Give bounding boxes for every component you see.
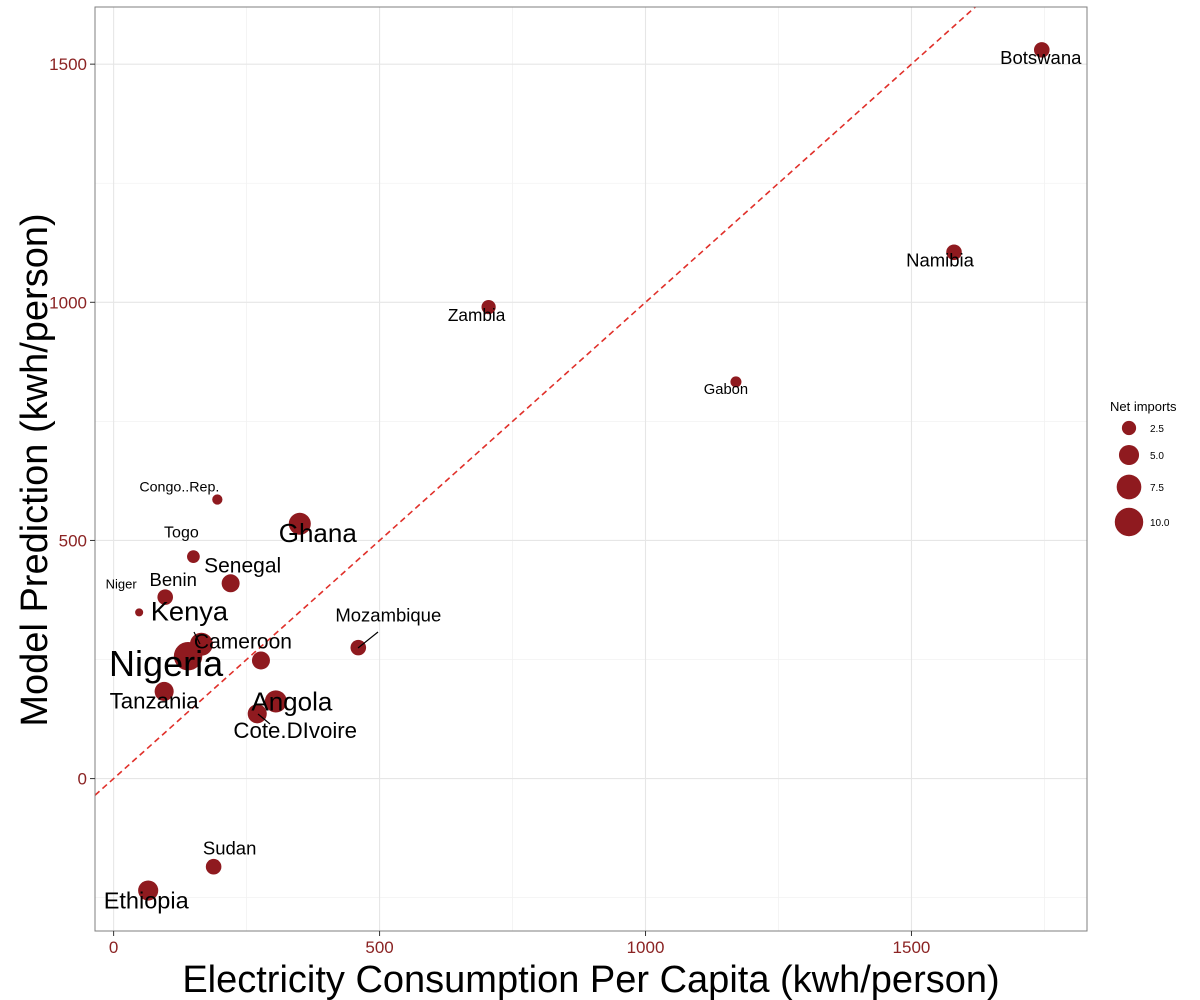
data-point [251, 651, 270, 670]
data-point [212, 494, 223, 505]
legend-key-label: 7.5 [1150, 483, 1164, 494]
data-point [247, 704, 267, 724]
point-label: Kenya [151, 595, 229, 626]
legend-items: 2.5 5.0 7.5 10.0 [1114, 420, 1170, 537]
y-tick-label: 0 [78, 770, 87, 789]
label-leader-line [257, 713, 271, 725]
data-point [264, 690, 287, 713]
point-label: Senegal [204, 554, 281, 577]
legend-title: Net imports [1110, 399, 1177, 414]
point-label: Namibia [906, 249, 975, 270]
label-leader-line [357, 631, 379, 649]
point-label: Benin [150, 569, 197, 590]
legend-key-label: 10.0 [1150, 518, 1170, 529]
point-label: Ethiopia [104, 888, 190, 914]
plot-panel-border [94, 6, 1088, 932]
data-point [288, 512, 311, 535]
size-legend: Net imports 2.5 5.0 7.5 10.0 [1110, 399, 1177, 537]
data-point [173, 641, 203, 671]
point-label: Angola [251, 686, 332, 716]
data-point [221, 574, 240, 593]
point-label: Mozambique [335, 605, 441, 626]
identity-reference-line [94, 6, 976, 796]
legend-key-circle [1121, 420, 1137, 436]
data-point [157, 589, 174, 605]
x-tick-label: 1500 [893, 938, 931, 957]
data-point [154, 681, 174, 701]
data-point [946, 244, 962, 261]
legend-key-circle [1116, 474, 1142, 500]
y-tick-label: 500 [59, 531, 87, 550]
axes-layer: 0 500 1000 1500 0 500 1000 1500 [49, 55, 930, 957]
point-label: Cameroon [194, 630, 292, 653]
point-labels-layer: Botswana Namibia Zambia Gabon Congo..Rep. Gha… [104, 47, 1082, 914]
point-label: Botswana [1000, 47, 1082, 68]
legend-key-circle [1118, 444, 1140, 466]
point-label: Nigeria [109, 643, 224, 684]
x-tick-label: 500 [365, 938, 393, 957]
label-leader-line [193, 631, 201, 645]
data-point [730, 376, 742, 388]
data-point [187, 550, 200, 564]
data-point [1033, 42, 1050, 58]
point-label: Niger [106, 576, 138, 591]
data-point [138, 880, 159, 901]
legend-key-label: 2.5 [1150, 424, 1164, 435]
y-tick-label: 1000 [49, 293, 87, 312]
data-point [481, 299, 496, 315]
point-label: Zambia [448, 305, 506, 325]
grid [95, 7, 1087, 931]
data-point [205, 858, 222, 875]
y-tick-label: 1500 [49, 55, 87, 74]
reference-line-layer [94, 6, 976, 796]
point-label: Ghana [279, 518, 358, 548]
point-label: Tanzania [110, 688, 200, 713]
point-label: Togo [164, 525, 199, 542]
points-layer [135, 42, 1050, 901]
point-label: Gabon [704, 382, 748, 398]
point-label: Sudan [203, 838, 257, 859]
x-tick-label: 1000 [627, 938, 665, 957]
data-point [135, 608, 144, 617]
x-tick-label: 0 [109, 938, 118, 957]
point-label: Congo..Rep. [139, 479, 219, 495]
y-axis-title: Model Prediction (kwh/person) [14, 213, 56, 726]
x-axis-title: Electricity Consumption Per Capita (kwh/… [182, 959, 999, 1000]
legend-key-label: 5.0 [1150, 451, 1164, 462]
legend-key-circle [1114, 507, 1144, 537]
point-label: Cote.DIvoire [233, 718, 357, 743]
